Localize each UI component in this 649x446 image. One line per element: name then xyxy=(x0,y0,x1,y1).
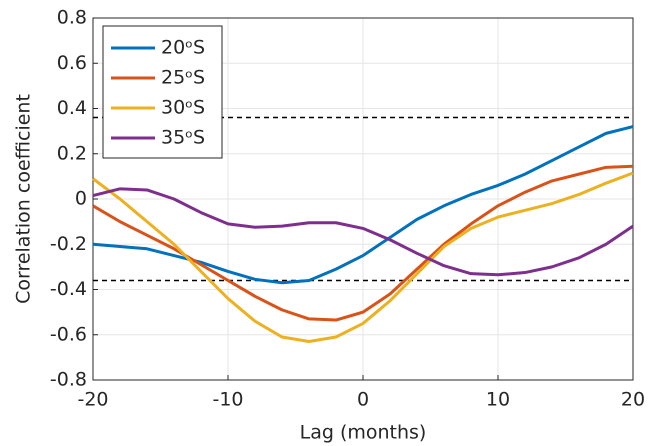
series-line xyxy=(92,171,634,344)
legend-label: 35ᵒS xyxy=(161,127,205,149)
x-tick-label: 20 xyxy=(621,389,645,411)
y-tick-label: 0.2 xyxy=(57,142,87,164)
y-tick-label: -0.6 xyxy=(50,323,87,345)
y-tick-label: -0.4 xyxy=(50,278,87,300)
x-tick-label: 0 xyxy=(357,389,369,411)
y-tick-label: 0.4 xyxy=(57,97,87,119)
y-tick-label: -0.8 xyxy=(50,369,87,391)
legend-label: 25ᵒS xyxy=(161,67,205,89)
legend-label: 30ᵒS xyxy=(161,97,205,119)
y-axis-label: Correlation coefficient xyxy=(13,94,35,304)
y-tick-label: -0.2 xyxy=(50,233,87,255)
x-tick-label: 10 xyxy=(486,389,510,411)
y-tick-label: 0 xyxy=(75,188,87,210)
y-tick-label: 0.8 xyxy=(57,7,87,29)
x-axis-label: Lag (months) xyxy=(300,422,427,444)
plot-frame xyxy=(92,17,634,381)
series-line xyxy=(92,125,634,285)
x-tick-label: -10 xyxy=(212,389,243,411)
x-tick-label: -20 xyxy=(77,389,108,411)
legend-label: 20ᵒS xyxy=(161,37,205,59)
series-line xyxy=(92,187,634,277)
y-tick-label: 0.6 xyxy=(57,52,87,74)
